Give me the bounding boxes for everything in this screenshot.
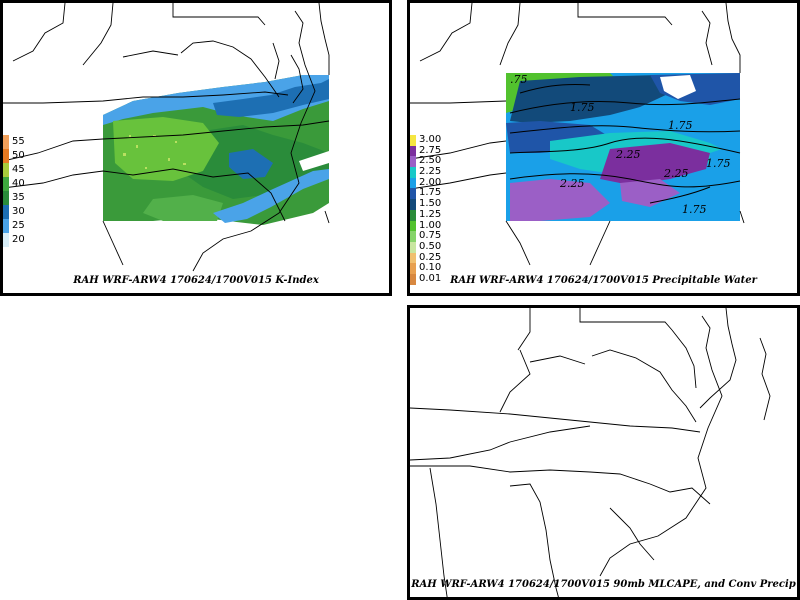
legend-label: 3.00	[419, 134, 442, 145]
precipitable-water-field	[506, 73, 740, 221]
precipitable-water-caption: RAH WRF-ARW4 170624/1700V015 Precipitabl…	[450, 275, 757, 286]
legend-label: 0.10	[419, 262, 442, 274]
legend-swatch	[410, 145, 416, 157]
legend-label: 30	[12, 206, 25, 217]
legend-swatch	[3, 191, 9, 205]
legend-swatch	[410, 273, 416, 285]
contour-label: 2.25	[663, 167, 689, 180]
legend-label: 0.01	[419, 272, 442, 284]
legend-label: 35	[12, 192, 25, 203]
legend-swatch	[410, 263, 416, 274]
legend-label: 50	[12, 150, 25, 161]
legend-label: 55	[12, 136, 25, 147]
legend-swatch	[3, 233, 9, 247]
contour-label: 1.75	[706, 157, 731, 170]
legend-swatch	[410, 241, 416, 253]
precipitable-water-contours	[509, 84, 741, 204]
legend-swatch	[3, 205, 9, 219]
legend-label: 2.25	[419, 166, 442, 178]
legend-swatch	[3, 149, 9, 163]
legend-swatch	[410, 209, 416, 221]
legend-swatch	[3, 135, 9, 149]
contour-label: .75	[510, 73, 528, 86]
legend-label: 2.00	[419, 176, 442, 188]
precipitable-water-contour-labels: 1.75 2.25 2.25 1.75 2.25 1.75 .75 1.75	[510, 73, 731, 216]
contour-label: 1.75	[682, 203, 707, 216]
contour-label: 2.25	[615, 148, 641, 161]
precipitable-water-panel: 1.75 2.25 2.25 1.75 2.25 1.75 .75 1.75 3…	[407, 0, 800, 296]
legend-swatch	[3, 177, 9, 191]
contour-label: 1.75	[570, 101, 595, 114]
legend-swatch	[410, 252, 416, 264]
legend-swatch	[410, 231, 416, 242]
legend-swatch	[410, 220, 416, 232]
contour-label: 2.25	[559, 177, 585, 190]
legend-swatch	[410, 188, 416, 200]
legend-swatch	[410, 167, 416, 178]
legend-swatch	[410, 135, 416, 146]
contour-label: 1.75	[668, 119, 693, 132]
legend-label: 20	[12, 234, 25, 245]
legend-label: 40	[12, 178, 25, 189]
legend-swatch	[3, 219, 9, 233]
legend-label: 2.75	[419, 144, 442, 156]
legend-label: 25	[12, 220, 25, 231]
legend-swatch	[410, 199, 416, 210]
mlcape-map	[410, 308, 771, 597]
legend-label: 1.75	[419, 187, 442, 199]
legend-swatch	[3, 163, 9, 177]
precipitable-water-map: 1.75 2.25 2.25 1.75 2.25 1.75 .75 1.75	[410, 3, 745, 266]
legend-label: 0.25	[419, 251, 442, 263]
legend-swatch	[410, 177, 416, 189]
legend-label: 1.50	[419, 198, 442, 210]
state-outlines	[410, 308, 771, 597]
legend-label: 45	[12, 164, 25, 175]
k-index-panel: 55 50 45 40 35 30 25 20 RAH W	[0, 0, 392, 296]
legend-swatch	[410, 156, 416, 168]
mlcape-caption: RAH WRF-ARW4 170624/1700V015 90mb MLCAPE…	[411, 579, 796, 590]
legend-label: 2.50	[419, 155, 442, 167]
k-index-caption: RAH WRF-ARW4 170624/1700V015 K-Index	[73, 275, 319, 286]
legend-label: 0.50	[419, 240, 442, 252]
legend-label: 0.75	[419, 230, 442, 242]
legend-label: 1.25	[419, 208, 442, 220]
k-index-map	[3, 3, 330, 272]
legend-label: 1.00	[419, 219, 442, 231]
mlcape-panel: RAH WRF-ARW4 170624/1700V015 90mb MLCAPE…	[407, 305, 800, 600]
state-outlines	[3, 3, 330, 272]
state-outlines	[410, 3, 745, 266]
